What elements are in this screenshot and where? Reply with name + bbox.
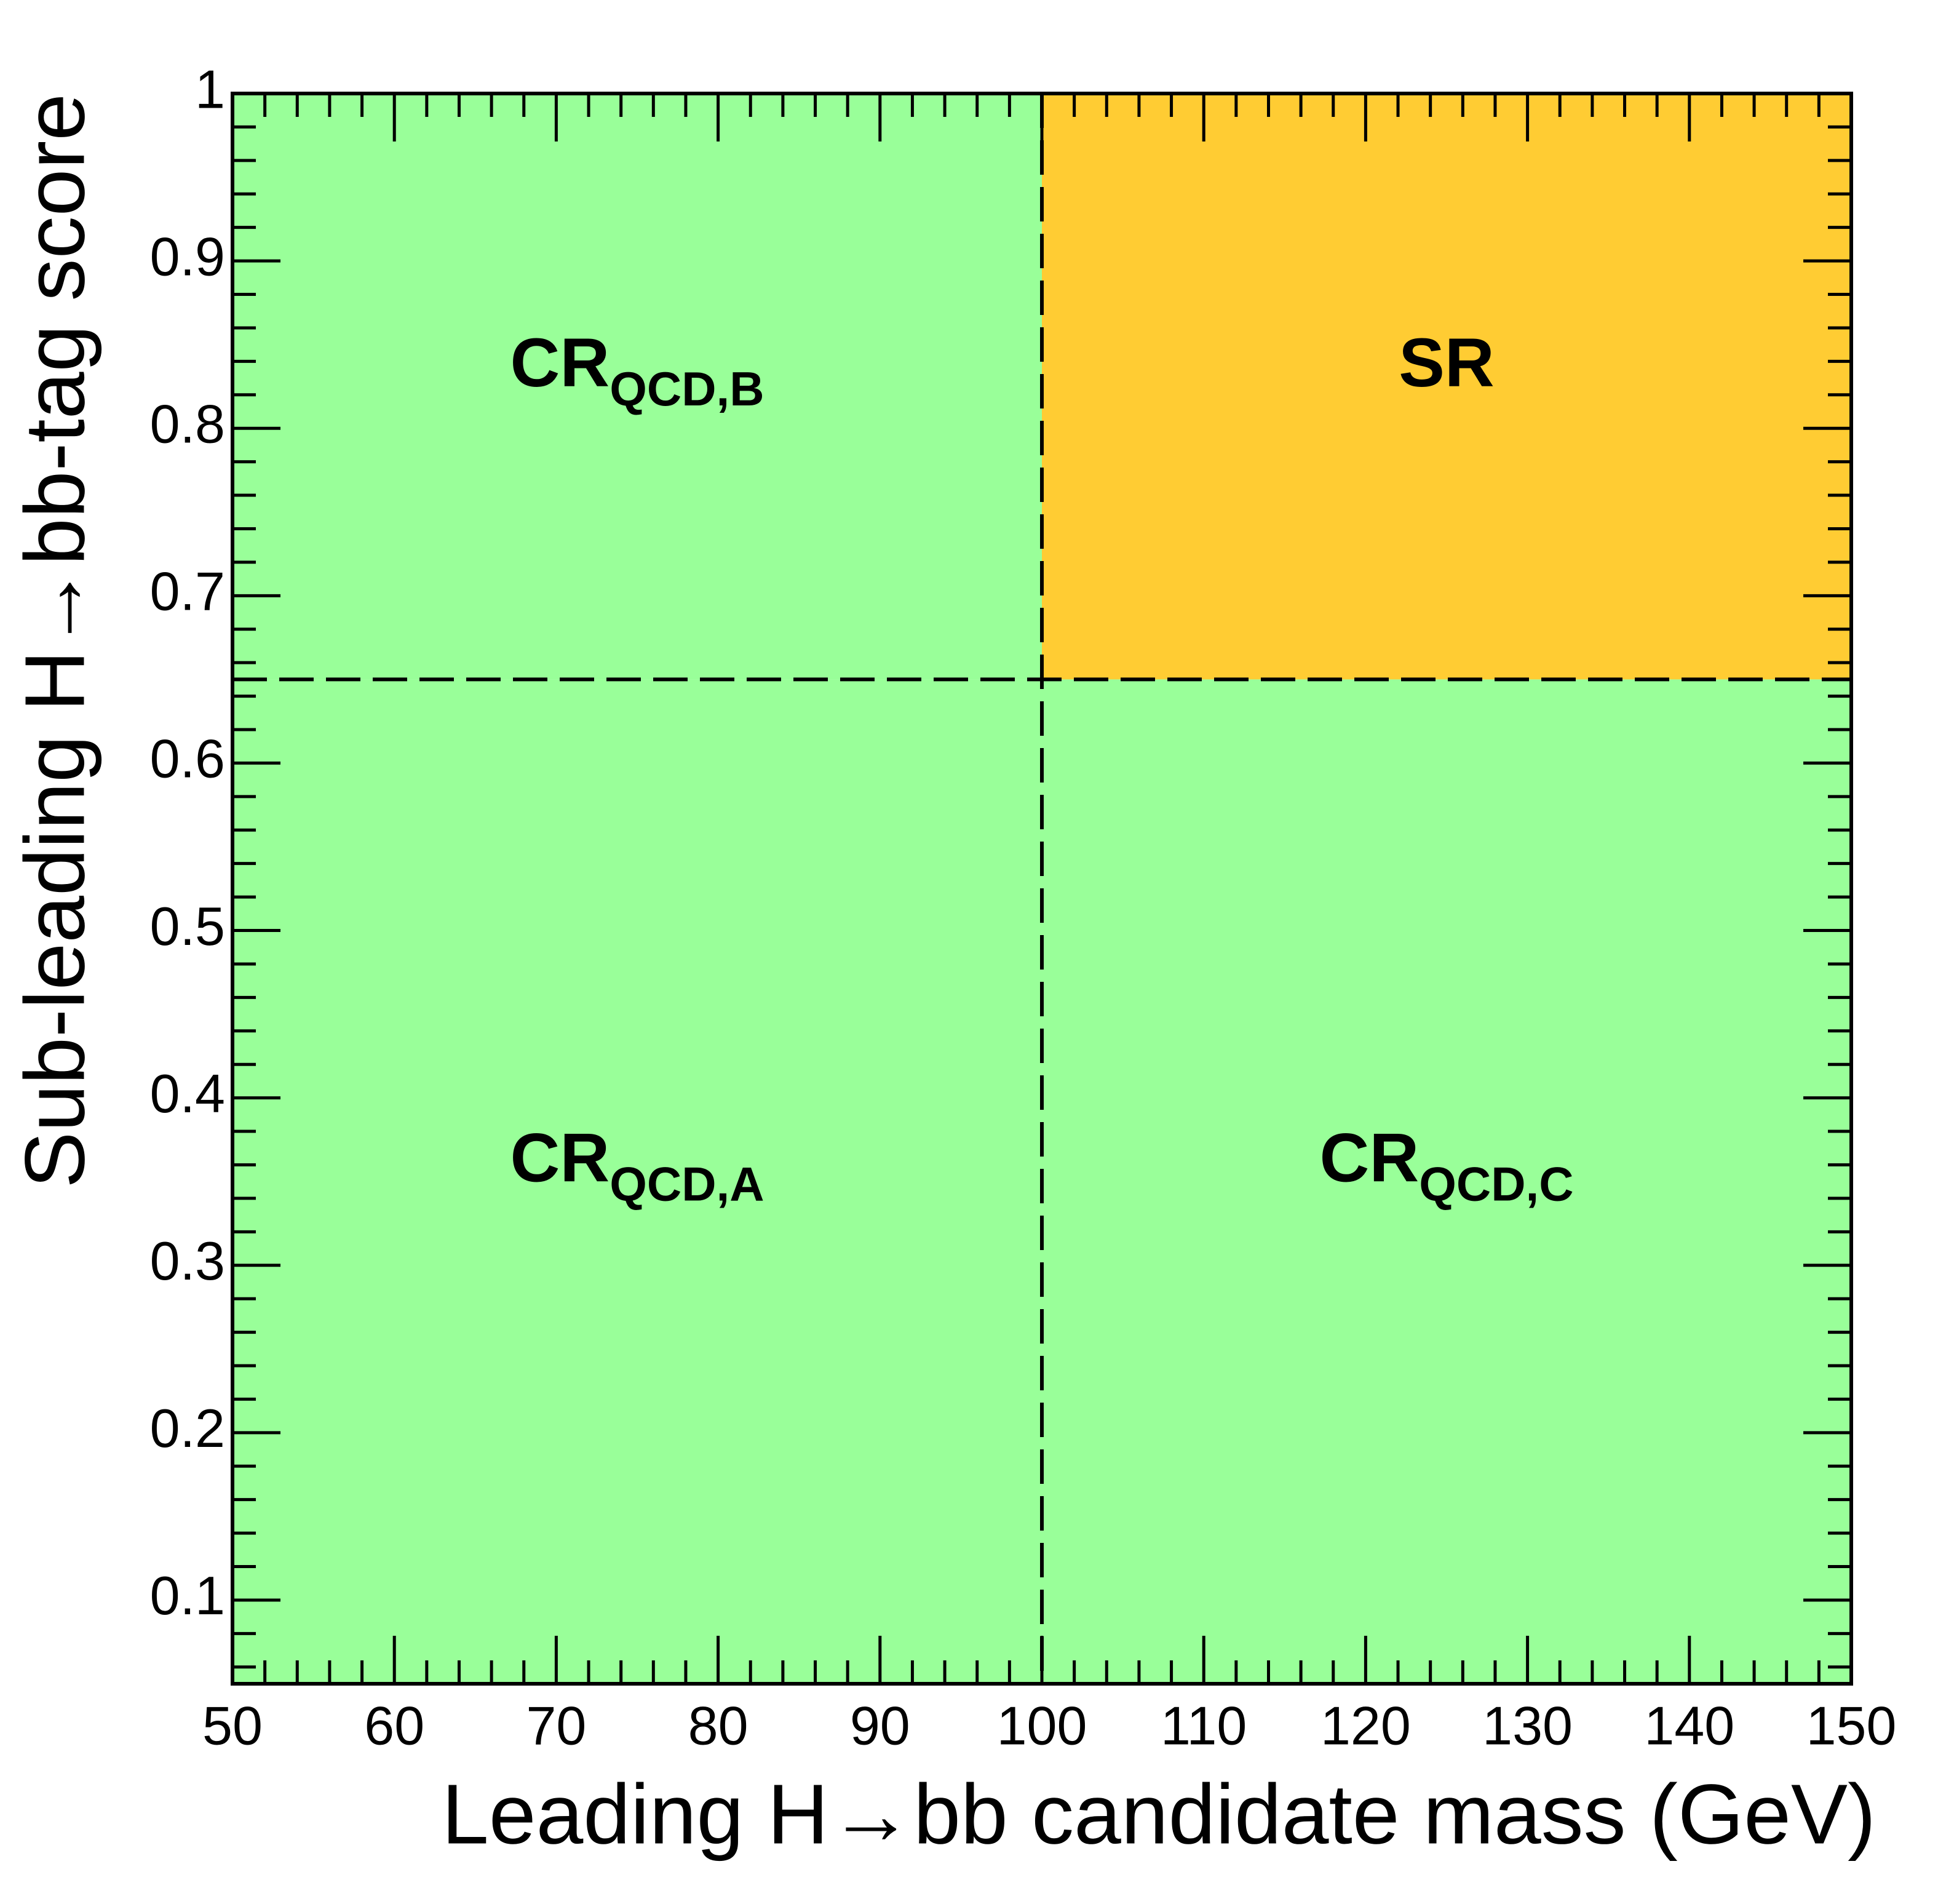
y-tick-label: 0.1 (150, 1565, 225, 1626)
y-tick-label: 0.9 (150, 226, 225, 287)
region-label: CRQCD,B (510, 324, 764, 416)
region-name: CR (510, 324, 610, 401)
region (1042, 94, 1851, 680)
y-tick-label: 0.4 (150, 1063, 225, 1124)
x-tick-label: 150 (1806, 1695, 1897, 1756)
region-name: CR (510, 1119, 610, 1196)
x-tick-label: 50 (202, 1695, 263, 1756)
axes: 50 60 70 80 90 100 110 120 130 140 150 0.1 0.2 0.3 0.4… (150, 58, 1897, 1756)
y-tick-label: 0.8 (150, 393, 225, 454)
region-subscript: QCD,C (1419, 1157, 1573, 1211)
region-name: CR (1319, 1119, 1419, 1196)
x-tick-label: 110 (1161, 1695, 1247, 1756)
y-tick-label: 0.3 (150, 1230, 225, 1291)
region-label: CRQCD,A (510, 1119, 764, 1211)
x-tick-label: 120 (1320, 1695, 1411, 1756)
region (232, 94, 1042, 680)
plot-frame (231, 92, 1853, 1686)
x-tick-label: 80 (688, 1695, 749, 1756)
x-axis-title: Leading H→bb candidate mass (GeV) (442, 1767, 1876, 1862)
region (232, 679, 1042, 1684)
region (1042, 679, 1851, 1684)
y-tick-label: 0.5 (150, 896, 225, 957)
x-tick-label: 100 (997, 1695, 1087, 1756)
y-tick-label: 0.2 (150, 1398, 225, 1459)
region-label: CRQCD,C (1319, 1119, 1573, 1211)
x-tick-label: 90 (850, 1695, 910, 1756)
x-tick-label: 130 (1482, 1695, 1573, 1756)
region-subscript: QCD,A (610, 1157, 764, 1211)
y-axis-title: Sub-leading H→bb-tag score (7, 94, 102, 1189)
y-tick-label: 1 (195, 58, 225, 119)
x-tick-label: 70 (526, 1695, 586, 1756)
region-label: SR (1399, 324, 1495, 401)
x-tick-label: 60 (364, 1695, 424, 1756)
region-name: SR (1399, 324, 1495, 401)
region-subscript: QCD,B (610, 362, 764, 416)
y-tick-label: 0.7 (150, 561, 225, 622)
y-tick-label: 0.6 (150, 728, 225, 789)
x-tick-label: 140 (1644, 1695, 1734, 1756)
